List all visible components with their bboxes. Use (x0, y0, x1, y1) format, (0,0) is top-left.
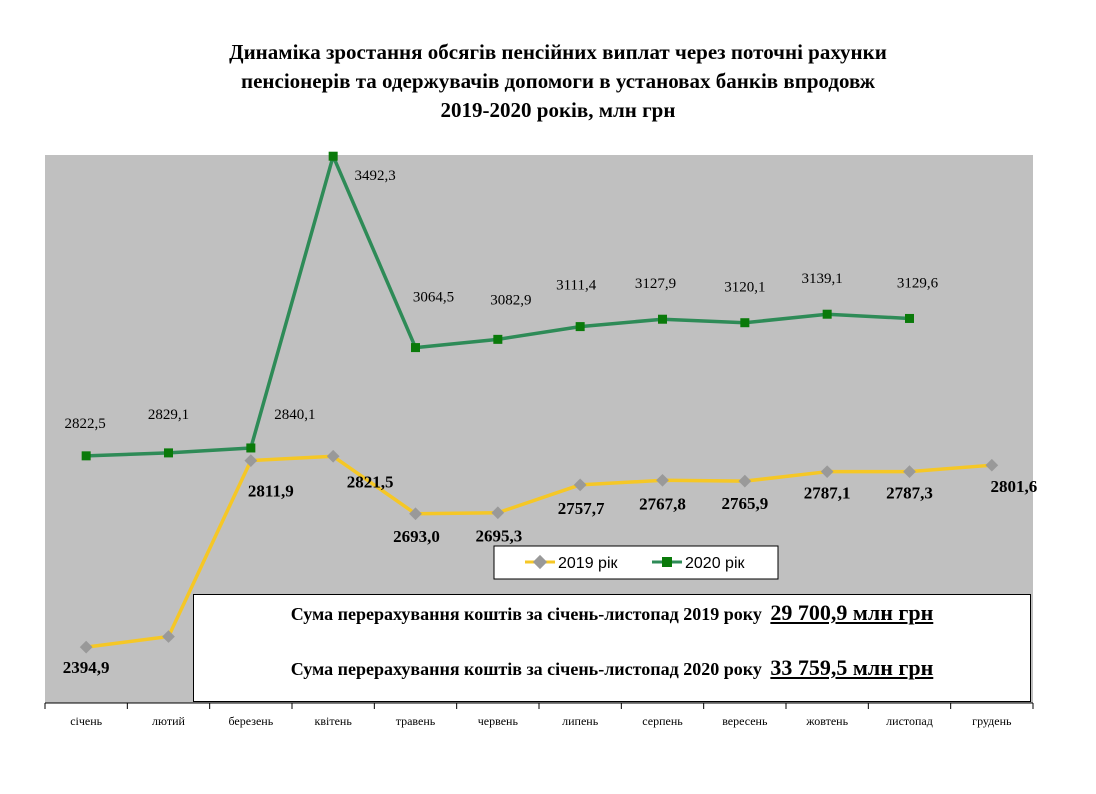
series-2020-data-label: 3139,1 (802, 271, 843, 287)
series-2020-data-label: 3120,1 (724, 280, 765, 296)
series-2020-point (164, 448, 173, 458)
chart-title-line-1: Динаміка зростання обсягів пенсійних вип… (229, 40, 887, 64)
legend-2020-marker (662, 557, 672, 567)
legend: 2019 рік 2020 рік (493, 545, 779, 580)
chart-title-line-3: 2019-2020 років, млн грн (440, 98, 676, 122)
summary-line-2019: Сума перерахування коштів за січень-лист… (194, 600, 1030, 626)
summary-2019-text: Сума перерахування коштів за січень-лист… (290, 604, 762, 624)
chart-title-line-2: пенсіонерів та одержувачів допомоги в ус… (241, 69, 875, 93)
series-2019-line (85, 454, 992, 649)
x-tick-label: березень (228, 714, 273, 728)
series-2020-point (575, 322, 585, 332)
series-2020-data-label: 3111,4 (556, 278, 597, 294)
series-2019-point (326, 449, 340, 463)
series-2020-data-label: 3492,3 (355, 168, 396, 184)
x-tick-label: січень (70, 714, 102, 728)
x-tick-label: червень (478, 714, 519, 728)
x-tick-label: грудень (972, 714, 1012, 728)
x-tick-label: травень (396, 714, 436, 728)
legend-2020-label: 2020 рік (685, 555, 745, 572)
series-2019-data-label: 2765,9 (721, 494, 768, 513)
series-2019-point (244, 454, 258, 467)
series-2020-point (740, 318, 750, 328)
series-2020-data-label: 3082,9 (490, 292, 531, 308)
series-2020-data-label: 3129,6 (897, 275, 939, 291)
series-2020-data-label: 2829,1 (148, 407, 189, 423)
series-2020-data-label: 2840,1 (274, 407, 315, 423)
x-tick-label: лютий (152, 714, 185, 728)
x-tick-label: серпень (642, 714, 683, 728)
series-2019-data-label: 2787,1 (804, 484, 851, 503)
summary-box: Сума перерахування коштів за січень-лист… (193, 594, 1031, 702)
x-axis: січень лютий березень квітень травень червень… (44, 702, 1034, 728)
series-2020-point (246, 443, 256, 453)
series-2020-point (658, 314, 667, 324)
x-tick-label: жовтень (805, 714, 848, 728)
series-2020-data-label: 3064,5 (413, 290, 454, 306)
series-2019-data-label: 2394,9 (63, 658, 110, 677)
series-2019-data-label: 2821,5 (347, 472, 394, 491)
summary-2020-amount: 33 759,5 млн грн (770, 655, 934, 680)
series-2020-point (328, 151, 338, 161)
summary-2020-text: Сума перерахування коштів за січень-лист… (290, 659, 762, 679)
series-2019-data-label: 2695,3 (475, 527, 522, 546)
series-2019-data-label: 2693,0 (393, 527, 440, 546)
series-2020-point (905, 313, 914, 323)
series-2020-point (493, 334, 503, 344)
series-2019-data-label: 2757,7 (558, 499, 605, 518)
series-2019-data-label: 2787,3 (886, 484, 933, 503)
x-tick-label: вересень (722, 714, 768, 728)
summary-2019-amount: 29 700,9 млн грн (770, 600, 934, 625)
chart-title: Динаміка зростання обсягів пенсійних вип… (0, 38, 1096, 125)
series-layer (79, 151, 999, 654)
series-2020-data-label: 2822,5 (65, 416, 106, 432)
x-tick-label: квітень (315, 714, 353, 728)
series-2019-data-label: 2767,8 (639, 494, 686, 513)
summary-line-2020: Сума перерахування коштів за січень-лист… (194, 655, 1030, 681)
series-2019-data-label: 2801,6 (990, 477, 1037, 496)
series-2020-point (822, 309, 832, 319)
x-tick-label: липень (562, 714, 599, 728)
legend-2019-marker (532, 554, 548, 570)
series-2019-data-label: 2811,9 (248, 482, 294, 501)
series-2020-point (81, 451, 91, 461)
series-2020-point (411, 343, 420, 353)
x-tick-label: листопад (886, 714, 933, 728)
legend-2019-label: 2019 рік (558, 555, 618, 572)
series-2020-data-label: 3127,9 (635, 276, 676, 292)
